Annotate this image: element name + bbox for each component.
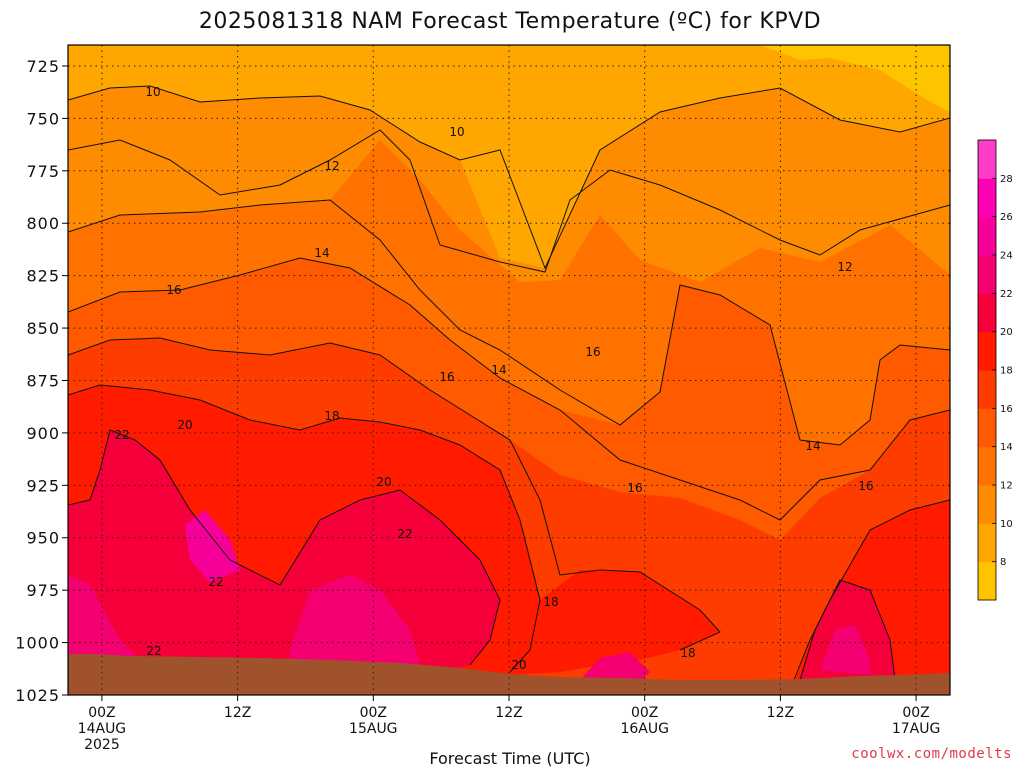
colorbar-segment [978, 140, 996, 179]
band-24-right [820, 625, 870, 675]
x-tick-label-top: 00Z [88, 705, 115, 721]
x-tick-label-mid: 15AUG [349, 721, 398, 737]
colorbar-tick-label: 10 [1000, 519, 1013, 530]
contour-label: 18 [324, 409, 339, 423]
colorbar-segment [978, 370, 996, 409]
contour-labels: 10 10 12 12 14 14 14 16 16 16 16 16 18 18 18 20 20 20 22 22… [114, 85, 873, 672]
isoline-22-right [799, 579, 896, 681]
colorbar-segment [978, 293, 996, 333]
contour-label: 16 [585, 345, 600, 359]
colorbar-segment [978, 446, 996, 486]
x-tick-label-mid: 14AUG [78, 721, 127, 737]
contour-label: 14 [805, 439, 820, 453]
credit-text: coolwx.com/modelts [851, 746, 1012, 762]
colorbar-tick-label: 18 [1000, 366, 1013, 377]
contour-label: 10 [449, 125, 464, 139]
colorbar-segment [978, 561, 996, 601]
x-tick-label-mid: 16AUG [620, 721, 669, 737]
colorbar-segment [978, 255, 996, 294]
contour-label: 20 [511, 658, 526, 672]
colorbar-tick-label: 20 [1000, 327, 1013, 338]
y-tick-label: 925 [26, 476, 60, 495]
ground [68, 654, 950, 695]
x-tick-label-top: 00Z [902, 705, 929, 721]
y-tick-label: 875 [26, 371, 60, 390]
contour-label: 16 [439, 370, 454, 384]
colorbar-tick-label: 14 [1000, 442, 1013, 453]
y-tick-label: 750 [26, 109, 60, 128]
y-axis: 725 750 775 800 825 850 875 900 925 950 975 1000 102… [15, 57, 68, 705]
y-tick-label: 775 [26, 162, 60, 181]
y-tick-label: 950 [26, 529, 60, 548]
y-tick-label: 1025 [15, 686, 60, 705]
contour-label: 22 [146, 644, 161, 658]
colorbar-segment [978, 216, 996, 256]
x-tick-label-bottom: 2025 [84, 737, 120, 753]
isoline-16 [68, 257, 950, 521]
contour-label: 22 [114, 428, 129, 442]
isoline-22 [68, 429, 501, 666]
isoline-14 [68, 199, 950, 446]
contour-label: 10 [145, 85, 160, 99]
contour-label: 14 [491, 363, 506, 377]
x-tick-label-top: 00Z [360, 705, 387, 721]
x-tick-label-top: 00Z [631, 705, 658, 721]
colorbar-segment [978, 523, 996, 563]
isoline-20-right [789, 499, 950, 691]
contour-lines [68, 85, 950, 691]
y-tick-label: 1000 [15, 634, 60, 653]
contour-label: 20 [177, 418, 192, 432]
isoline-12 [68, 129, 950, 273]
x-axis-label: Forecast Time (UTC) [429, 749, 590, 768]
colorbar-tick-label: 8 [1000, 557, 1006, 568]
colorbar-tick-label: 24 [1000, 251, 1013, 262]
contour-label: 14 [314, 246, 329, 260]
band-22-left-blob [185, 510, 240, 582]
x-tick-label-mid: 17AUG [892, 721, 941, 737]
contour-label: 18 [543, 595, 558, 609]
colorbar-segment [978, 178, 996, 218]
plot-area: 10 10 12 12 14 14 14 16 16 16 16 16 18 18 18 20 20 20 22 22… [68, 45, 950, 695]
colorbar-tick-label: 16 [1000, 404, 1013, 415]
colorbar-tick-label: 22 [1000, 289, 1013, 300]
colorbar-tick-label: 12 [1000, 481, 1013, 492]
x-tick-label-top: 12Z [224, 705, 251, 721]
colorbar-tick-label: 26 [1000, 212, 1013, 223]
colorbar-segment [978, 408, 996, 448]
contour-label: 12 [837, 260, 852, 274]
isoline-20 [68, 384, 541, 673]
y-tick-label: 975 [26, 581, 60, 600]
contour-label: 16 [627, 481, 642, 495]
isoline-10 [68, 85, 950, 270]
contour-label: 22 [397, 527, 412, 541]
x-tick-label-top: 12Z [495, 705, 522, 721]
colorbar-segment [978, 331, 996, 371]
band-8 [760, 45, 950, 112]
y-tick-label: 800 [26, 214, 60, 233]
contour-label: 12 [324, 159, 339, 173]
contour-label: 16 [858, 479, 873, 493]
band-24-lower [580, 652, 650, 682]
y-tick-label: 900 [26, 424, 60, 443]
band-24-mid [290, 575, 420, 672]
colorbar-segment [978, 485, 996, 524]
contour-label: 22 [208, 575, 223, 589]
y-tick-label: 850 [26, 319, 60, 338]
grid [68, 45, 950, 695]
chart-title: 2025081318 NAM Forecast Temperature (ºC)… [199, 9, 821, 34]
isoline-18 [68, 337, 721, 651]
y-tick-label: 825 [26, 267, 60, 286]
contour-label: 16 [166, 283, 181, 297]
contour-label: 20 [376, 475, 391, 489]
contour-label: 18 [680, 646, 695, 660]
colorbar-tick-label: 28 [1000, 174, 1013, 185]
y-tick-label: 725 [26, 57, 60, 76]
colorbar: 8 10 12 14 16 18 20 22 24 26 28 [977, 139, 1013, 601]
x-tick-label-top: 12Z [767, 705, 794, 721]
band-24 [68, 575, 150, 672]
